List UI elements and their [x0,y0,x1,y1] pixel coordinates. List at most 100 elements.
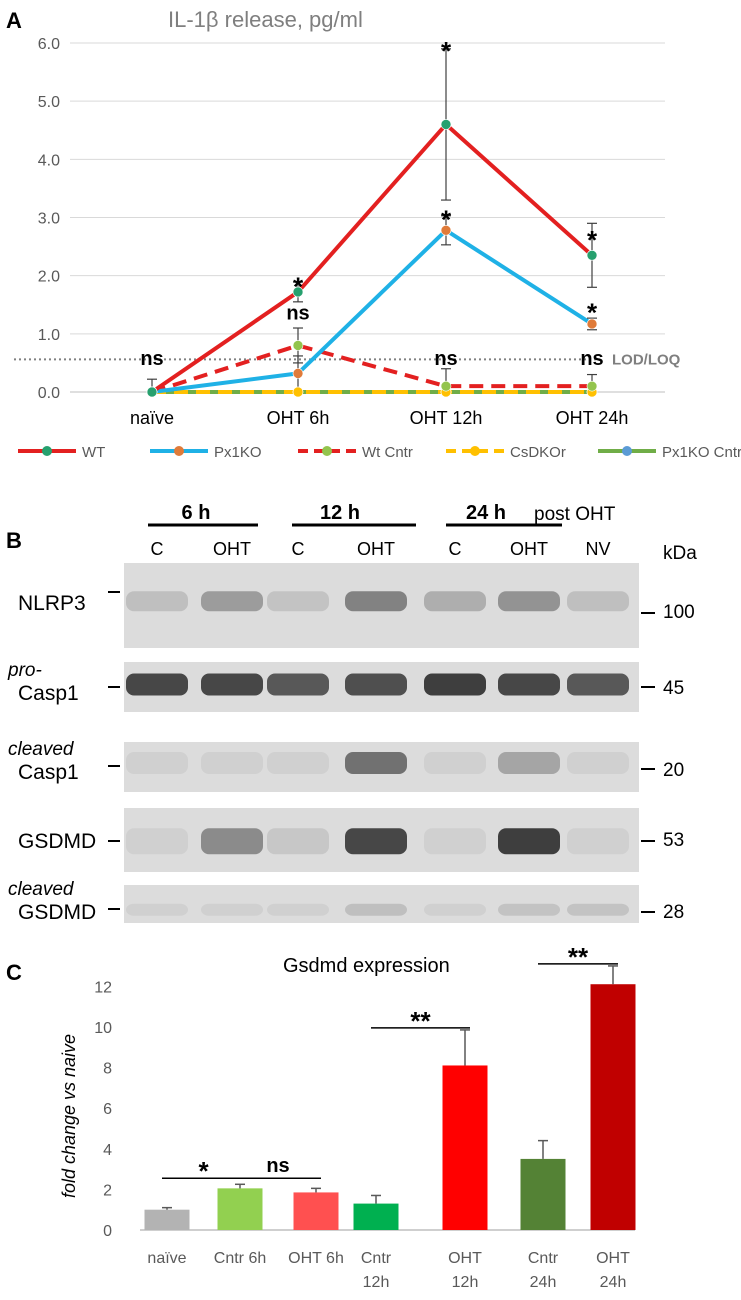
x-category-label: OHT [596,1250,630,1267]
y-tick-label: 2 [103,1182,112,1199]
series-line-wt-cntr [151,343,592,394]
y-tick-label: 10 [94,1020,112,1037]
panel-a-letter: A [6,8,22,33]
blot-band [567,673,629,696]
legend-swatch-marker [322,446,332,456]
legend-swatch-marker [42,446,52,456]
blot-band [267,591,329,612]
blot-row-label-prefix: cleaved [8,739,75,760]
lane-label: C [449,539,462,559]
legend-label: WT [82,444,105,461]
bar [442,1065,488,1230]
data-point [292,340,304,351]
data-point [292,386,304,398]
kda-value: 20 [663,760,684,781]
lane-label: OHT [510,539,548,559]
legend-label: CsDKOr [510,444,566,461]
chart-a-gridlines [70,42,665,393]
bar [590,984,636,1230]
data-point [586,250,598,261]
legend-label: Px1KO Cntr [662,444,741,461]
blot-band [201,903,263,916]
blot-band [201,673,263,696]
y-tick-label: 5.0 [38,94,60,111]
post-ohtp-label: post OHT [534,504,616,525]
blot-row-label: GSDMD [18,830,96,853]
chart-a-y-ticks: 0.0 1.0 2.0 3.0 4.0 5.0 6.0 [38,36,60,402]
x-category-label: naïve [147,1250,186,1267]
legend-label: Wt Cntr [362,444,413,461]
x-category-label: 24h [530,1274,557,1291]
blot-band [126,752,188,774]
legend-swatch-marker [470,446,480,456]
blot-band [345,903,407,916]
chart-c-x-labels: naïve Cntr 6h OHT 6h Cntr 12h OHT 12h Cntr 24h OH… [147,1250,630,1291]
y-tick-label: 8 [103,1061,112,1078]
blot-band [424,673,486,696]
chart-c-y-ticks: 0 2 4 6 8 10 12 [94,979,112,1240]
significance-annotation: * [587,225,598,255]
x-category-label: OHT 6h [267,408,330,428]
significance-annotation: * [441,205,452,235]
significance-annotation: * [441,36,452,66]
blot-band [345,828,407,855]
blot-band [201,828,263,855]
blot-band [498,903,560,916]
blot-band [126,673,188,696]
y-tick-label: 0 [103,1223,112,1240]
legend-swatch-marker [174,446,184,456]
chart-a-x-labels: naïve OHT 6h OHT 12h OHT 24h [130,408,628,428]
blot-band [267,903,329,916]
bar [353,1203,399,1230]
chart-c-y-axis-label: fold change vs naive [59,1034,79,1198]
blot-band [126,903,188,916]
blot-band [567,752,629,774]
blot-band [498,828,560,855]
legend-label: Px1KO [214,444,262,461]
blot-band [267,752,329,774]
kda-value: 100 [663,602,695,623]
panel-a: A IL-1β release, pg/ml 0.0 1.0 2.0 3.0 4.0 5.… [6,7,741,461]
data-point [586,318,598,330]
bar [144,1209,190,1230]
blot-band [345,752,407,774]
significance-label: * [198,1156,209,1186]
data-point [440,119,452,130]
blot-band [345,673,407,696]
chart-c-title: Gsdmd expression [283,955,450,977]
blot-row-label: Casp1 [18,761,79,784]
y-tick-label: 3.0 [38,211,60,228]
y-tick-label: 12 [94,979,112,996]
lane-label: OHT [213,539,251,559]
data-point [292,286,304,298]
blot-band [201,591,263,612]
blot-band [267,673,329,696]
lane-label: C [292,539,305,559]
x-category-label: 12h [452,1274,479,1291]
x-category-label: 24h [600,1274,627,1291]
y-tick-label: 4.0 [38,152,60,169]
x-category-label: 12h [363,1274,390,1291]
x-category-label: OHT 12h [410,408,483,428]
blot-band [567,903,629,916]
blot-row-label-prefix: pro- [7,660,42,681]
blot-band [498,752,560,774]
significance-label: ** [410,1006,431,1036]
series-line-px1ko [151,228,594,394]
legend-swatch-marker [622,446,632,456]
y-tick-label: 2.0 [38,269,60,286]
lane-label: OHT [357,539,395,559]
y-tick-label: 6 [103,1101,112,1118]
bar [520,1158,566,1230]
lane-label: C [151,539,164,559]
bar [217,1188,263,1230]
significance-annotation: * [293,271,304,301]
x-category-label: Cntr 6h [214,1250,266,1267]
blot-band [498,673,560,696]
chart-c-significance: * ns ** ** [162,942,618,1186]
panel-c-letter: C [6,960,22,985]
chart-c-bars [144,965,636,1230]
kda-value: 45 [663,678,684,699]
blot-row-label: GSDMD [18,901,96,924]
y-tick-label: 6.0 [38,36,60,53]
